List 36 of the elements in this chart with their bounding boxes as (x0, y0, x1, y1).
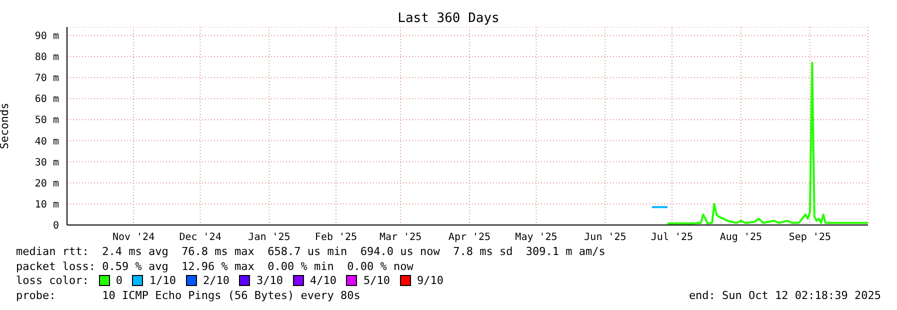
y-tick-label: 40 m (34, 136, 59, 148)
text: packet loss: 0.59 % avg 12.96 % max 0.00 % min 0.00 % now (16, 260, 414, 274)
x-tick-label: Mar '25 (379, 232, 422, 244)
legend-label: 2/10 (202, 274, 230, 287)
x-tick-label: Apr '25 (448, 232, 491, 244)
y-tick-label: 50 m (34, 115, 59, 126)
y-tick-label: 90 m (34, 30, 59, 42)
y-tick-label: 0 (52, 220, 59, 232)
x-tick-label: May '25 (515, 232, 558, 244)
x-tick-label: Jun '25 (584, 232, 626, 244)
text: median rtt: 2.4 ms avg 76.8 ms max 658.7 us min 694.0 us now 7.8 ms sd 309.1 m am/s (16, 245, 606, 260)
legend-label: 5/10 (362, 274, 390, 287)
text: end: Sun Oct 12 02:18:39 2025 (688, 288, 881, 303)
text: probe: 10 ICMP Echo Pings (56 Bytes) every 80s (16, 288, 360, 303)
legend-title: loss color: (16, 274, 89, 287)
legend-label: 1/10 (148, 274, 176, 287)
x-tick-label: Dec '24 (179, 232, 222, 244)
x-tick-label: Jul '25 (650, 232, 694, 244)
y-tick-label: 80 m (34, 52, 59, 64)
chart-title: Last 360 Days (396, 10, 500, 27)
x-tick-label: Feb '25 (314, 232, 358, 244)
x-tick-label: Nov '24 (112, 232, 155, 244)
legend-label: 3/10 (255, 274, 283, 287)
legend-label: 9/10 (416, 274, 444, 287)
x-tick-label: Aug '25 (720, 232, 762, 244)
legend-label: 4/10 (308, 274, 336, 287)
y-tick-label: 10 m (34, 199, 59, 210)
line-series (666, 62, 868, 224)
y-tick-label: 30 m (34, 157, 59, 168)
x-tick-label: Sep '25 (788, 232, 832, 244)
legend-label: 0 (114, 274, 122, 287)
x-tick-label: Jan '25 (248, 232, 290, 244)
y-axis-title: Seconds (0, 102, 11, 150)
y-tick-label: 70 m (34, 73, 59, 84)
y-tick-label: 20 m (34, 178, 59, 190)
y-tick-label: 60 m (34, 94, 59, 106)
